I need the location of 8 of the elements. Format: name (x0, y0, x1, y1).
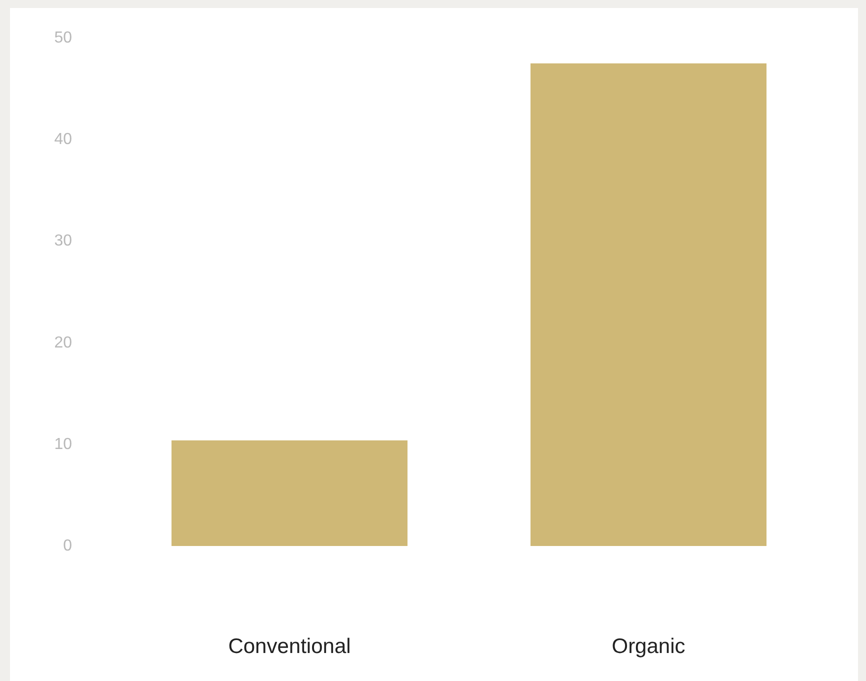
x-tick-label: Conventional (228, 635, 351, 658)
y-tick-label: 10 (54, 436, 72, 453)
y-tick-label: 0 (63, 538, 72, 554)
y-tick-label: 30 (54, 232, 72, 250)
x-tick-label: Organic (612, 635, 686, 658)
y-tick-label: 20 (54, 334, 72, 352)
y-tick-label: 40 (54, 131, 72, 148)
y-tick-label: 50 (54, 30, 72, 46)
